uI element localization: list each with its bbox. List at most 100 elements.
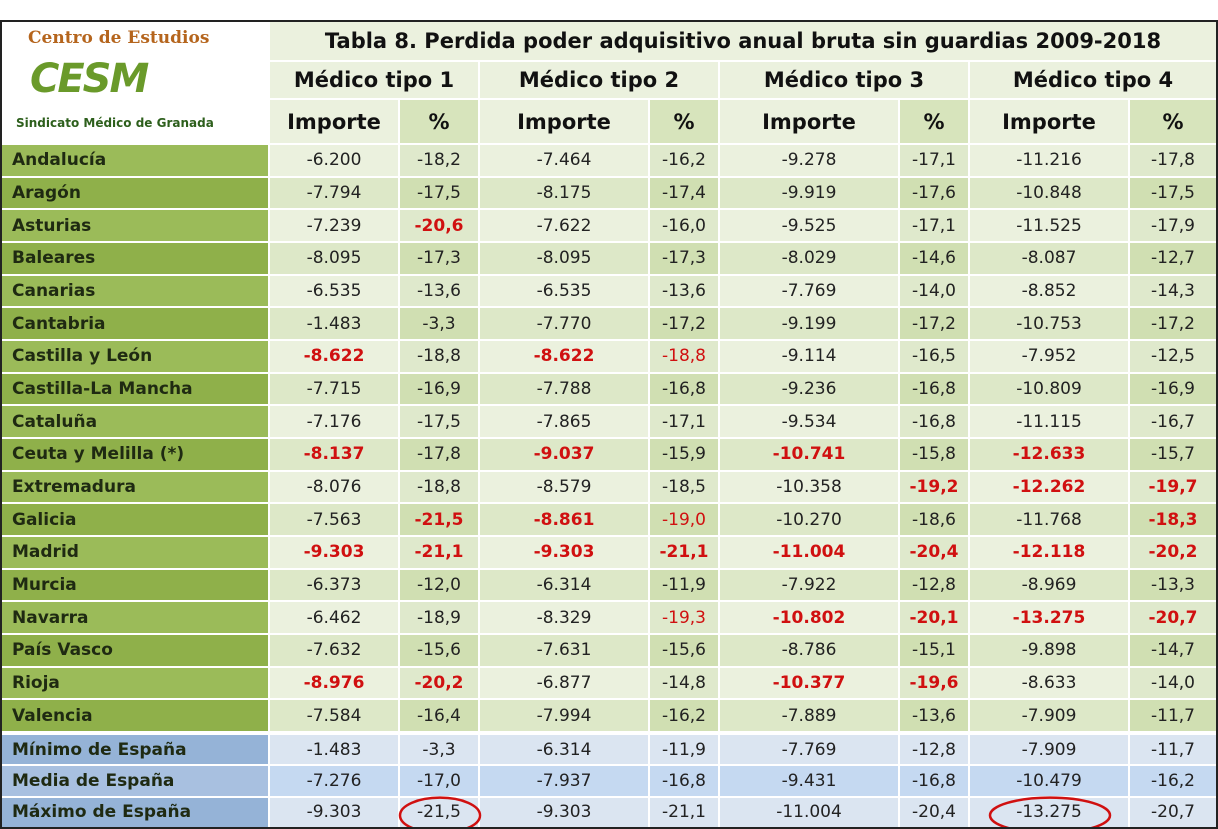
value-cell: -10.809 [970,373,1130,407]
value-cell: -21,1 [650,537,720,570]
summary-cell: -3,3 [400,735,480,767]
value-cell: -17,5 [400,406,480,439]
row-label: Extremadura [0,471,270,505]
logo-bottom: Sindicato Médico de Granada [16,116,214,130]
value-cell: -3,3 [400,308,480,341]
value-cell: -8.622 [270,341,400,374]
summary-cell: -7.769 [720,735,900,767]
value-cell: -8.633 [970,667,1130,701]
summary-cell: -11,9 [650,735,720,767]
value-cell: -8.076 [270,471,400,505]
value-cell: -20,6 [400,210,480,243]
value-cell: -17,6 [900,177,970,211]
value-cell: -16,2 [650,700,720,733]
value-cell: -17,8 [1130,145,1218,178]
value-cell: -14,0 [900,275,970,309]
row-label: Valencia [0,700,270,733]
value-cell: -8.087 [970,243,1130,276]
value-cell: -11.115 [970,406,1130,439]
value-cell: -7.909 [970,700,1130,733]
row-label: Canarias [0,275,270,309]
row-label: Ceuta y Melilla (*) [0,439,270,472]
value-cell: -11.525 [970,210,1130,243]
logo-name: CESM [30,56,149,102]
value-cell: -15,6 [650,635,720,668]
value-cell: -8.786 [720,635,900,668]
value-cell: -7.631 [480,635,650,668]
value-cell: -18,6 [900,504,970,537]
value-cell: -7.584 [270,700,400,733]
value-cell: -20,4 [900,537,970,570]
value-cell: -6.462 [270,602,400,635]
sub-header: % [1130,100,1218,145]
value-cell: -16,8 [900,406,970,439]
value-cell: -13,6 [400,275,480,309]
value-cell: -20,2 [1130,537,1218,570]
value-cell: -17,1 [900,145,970,178]
row-label: Navarra [0,602,270,635]
value-cell: -9.303 [270,537,400,570]
row-label: País Vasco [0,635,270,668]
value-cell: -8.976 [270,667,400,701]
sub-header: % [900,100,970,145]
value-cell: -8.579 [480,471,650,505]
value-cell: -17,3 [650,243,720,276]
value-cell: -7.794 [270,177,400,211]
value-cell: -6.535 [480,275,650,309]
value-cell: -18,5 [650,471,720,505]
value-cell: -7.239 [270,210,400,243]
value-cell: -17,4 [650,177,720,211]
value-cell: -7.770 [480,308,650,341]
summary-cell: -7.276 [270,766,400,798]
value-cell: -9.037 [480,439,650,472]
summary-cell: -16,8 [900,766,970,798]
value-cell: -9.525 [720,210,900,243]
value-cell: -9.278 [720,145,900,178]
value-cell: -9.898 [970,635,1130,668]
summary-cell: -16,2 [1130,766,1218,798]
value-cell: -1.483 [270,308,400,341]
row-label: Castilla y León [0,341,270,374]
value-cell: -19,2 [900,471,970,505]
value-cell: -12.262 [970,471,1130,505]
summary-label: Máximo de España [0,797,270,829]
value-cell: -16,8 [650,373,720,407]
value-cell: -6.535 [270,275,400,309]
value-cell: -6.877 [480,667,650,701]
value-cell: -16,5 [900,341,970,374]
logo-top: Centro de Estudios [28,28,210,48]
value-cell: -14,0 [1130,667,1218,701]
value-cell: -19,6 [900,667,970,701]
summary-cell: -9.303 [480,797,650,829]
value-cell: -12.633 [970,439,1130,472]
value-cell: -7.994 [480,700,650,733]
value-cell: -17,5 [1130,177,1218,211]
value-cell: -7.952 [970,341,1130,374]
value-cell: -13.275 [970,602,1130,635]
value-cell: -18,2 [400,145,480,178]
value-cell: -15,9 [650,439,720,472]
value-cell: -17,2 [650,308,720,341]
value-cell: -10.848 [970,177,1130,211]
summary-cell: -7.937 [480,766,650,798]
value-cell: -16,9 [1130,373,1218,407]
highlight-circle [988,796,1112,829]
value-cell: -7.464 [480,145,650,178]
sub-header: % [400,100,480,145]
value-cell: -15,8 [900,439,970,472]
value-cell: -7.632 [270,635,400,668]
value-cell: -8.029 [720,243,900,276]
row-label: Andalucía [0,145,270,178]
value-cell: -8.175 [480,177,650,211]
value-cell: -11,9 [650,569,720,603]
sub-header: Importe [970,100,1130,145]
value-cell: -17,3 [400,243,480,276]
group-header: Médico tipo 3 [720,62,970,100]
value-cell: -8.095 [480,243,650,276]
value-cell: -9.236 [720,373,900,407]
value-cell: -10.270 [720,504,900,537]
value-cell: -19,0 [650,504,720,537]
row-label: Asturias [0,210,270,243]
